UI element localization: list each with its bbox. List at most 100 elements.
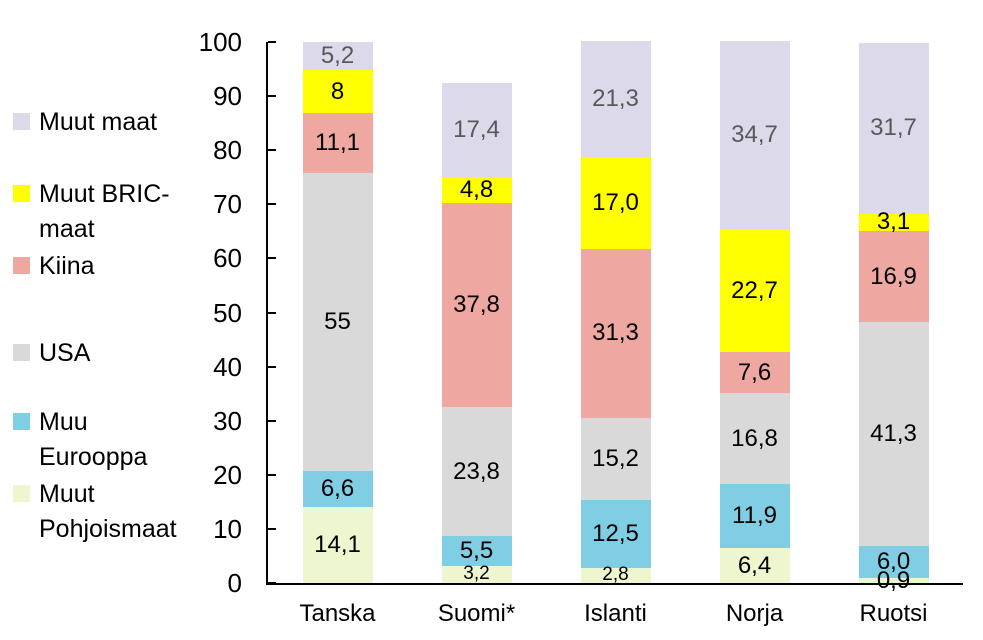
bar-segment-kiina xyxy=(580,248,651,418)
bar-segment-kiina xyxy=(441,202,512,408)
y-tick-mark xyxy=(268,311,276,314)
segment-value-label: 12,5 xyxy=(592,520,639,548)
y-tick-mark xyxy=(268,473,276,476)
y-tick-mark xyxy=(268,41,276,43)
bar-segment-kiina xyxy=(302,113,373,174)
segment-value-label: 22,7 xyxy=(731,276,778,304)
segment-value-label: 7,6 xyxy=(737,358,772,386)
segment-value-label: 55 xyxy=(324,308,351,336)
bar-segment-usa xyxy=(441,407,512,536)
y-tick-label: 50 xyxy=(213,297,242,328)
segment-value-label: 2,8 xyxy=(602,564,629,586)
bar-segment-muut-bric-maat xyxy=(302,70,373,114)
bar-segment-muut-bric-maat xyxy=(441,176,512,203)
y-tick-mark xyxy=(268,527,276,530)
segment-value-label: 17,4 xyxy=(453,115,500,143)
bar-segment-muu-eurooppa xyxy=(580,500,651,568)
bar-norja xyxy=(719,41,790,583)
bar-segment-kiina xyxy=(858,230,929,323)
legend-item-usa: USA xyxy=(13,336,181,371)
segment-value-label: 16,9 xyxy=(870,262,917,290)
x-axis-line xyxy=(266,583,963,585)
bar-segment-muu-eurooppa xyxy=(441,535,512,566)
bar-segment-muut-pohjoismaat xyxy=(580,567,651,583)
segment-value-label: 6,6 xyxy=(320,474,355,502)
y-tick-mark xyxy=(268,419,276,422)
segment-value-label: 15,2 xyxy=(592,445,639,473)
segment-value-label: 3,2 xyxy=(463,563,490,585)
bar-segment-muut-bric-maat xyxy=(858,214,929,231)
bar-segment-muut-bric-maat xyxy=(580,156,651,249)
y-tick-mark xyxy=(268,95,276,98)
legend-swatch-icon xyxy=(13,485,30,502)
segment-value-label: 41,3 xyxy=(870,419,917,447)
segment-value-label: 0,9 xyxy=(876,566,911,594)
y-tick-mark xyxy=(268,257,276,260)
legend-item-label: USA xyxy=(39,339,91,367)
segment-value-label: 37,8 xyxy=(453,290,500,318)
x-axis-category-label: Norja xyxy=(725,600,784,627)
y-tick-label: 80 xyxy=(213,135,242,166)
segment-value-label: 11,9 xyxy=(732,502,777,530)
legend-swatch-icon xyxy=(13,257,30,274)
segment-value-label: 3,1 xyxy=(876,208,911,236)
x-axis-category-label: Suomi* xyxy=(437,600,516,627)
bar-segment-muut-maat xyxy=(858,42,929,215)
bar-segment-muu-eurooppa xyxy=(302,471,373,507)
legend-swatch-icon xyxy=(13,344,30,361)
bar-segment-usa xyxy=(719,393,790,484)
legend-item-muut-bric-maat: Muut BRIC-maat xyxy=(13,177,181,247)
y-tick-label: 70 xyxy=(213,189,242,220)
segment-value-label: 6,4 xyxy=(737,551,772,579)
legend-swatch-icon xyxy=(13,113,30,130)
bar-tanska xyxy=(302,42,373,583)
segment-value-label: 5,5 xyxy=(459,536,494,564)
x-axis-category-label: Ruotsi xyxy=(859,600,928,627)
segment-value-label: 4,8 xyxy=(459,175,494,203)
legend-item-muu-eurooppa: Muu Eurooppa xyxy=(13,405,181,475)
bar-segment-muut-pohjoismaat xyxy=(858,578,929,583)
y-tick-mark xyxy=(268,365,276,368)
legend-item-kiina: Kiina xyxy=(13,249,181,284)
legend-item-label: Kiina xyxy=(39,252,95,280)
segment-value-label: 14,1 xyxy=(314,530,361,558)
y-axis-line xyxy=(266,42,268,583)
segment-value-label: 34,7 xyxy=(731,121,778,149)
bar-segment-muu-eurooppa xyxy=(858,545,929,579)
segment-value-label: 31,3 xyxy=(592,319,639,347)
bar-segment-muu-eurooppa xyxy=(719,484,790,549)
x-axis-category-label: Tanska xyxy=(299,600,376,627)
y-tick-mark xyxy=(268,149,276,152)
bar-segment-muut-maat xyxy=(719,41,790,230)
plot-area: 0 10 20 30 40 50 60 70 80 90 100 14,1 6,6 55 11,1 8 5,2 T… xyxy=(199,27,963,627)
bar-segment-muut-maat xyxy=(580,41,651,157)
y-tick-mark xyxy=(268,582,276,584)
bar-segment-usa xyxy=(302,173,373,472)
y-tick-label: 20 xyxy=(213,459,242,490)
legend-item-muut-maat: Muut maat xyxy=(13,105,181,140)
x-axis-category-label: Islanti xyxy=(584,600,647,627)
legend-item-label: Muut maat xyxy=(39,108,158,136)
y-tick-label: 100 xyxy=(198,27,242,57)
y-tick-mark xyxy=(268,203,276,206)
segment-value-label: 21,3 xyxy=(592,85,639,113)
legend-item-label: Muut Pohjoismaat xyxy=(39,480,177,543)
y-tick-label: 10 xyxy=(213,513,242,544)
segment-value-label: 5,2 xyxy=(320,42,355,70)
legend-swatch-icon xyxy=(13,185,30,202)
bar-segment-kiina xyxy=(719,352,790,394)
bar-segment-muut-pohjoismaat xyxy=(719,548,790,583)
bar-segment-muut-maat xyxy=(302,42,373,71)
segment-value-label: 16,8 xyxy=(731,424,778,452)
legend-item-label: Muu Eurooppa xyxy=(39,408,148,471)
bar-segment-muut-pohjoismaat xyxy=(441,565,512,583)
y-tick-label: 40 xyxy=(213,351,242,382)
bar-suomi xyxy=(441,42,512,583)
y-tick-label: 0 xyxy=(227,568,242,598)
bar-islanti xyxy=(580,41,651,583)
bar-segment-muut-bric-maat xyxy=(719,229,790,352)
segment-value-label: 6,0 xyxy=(876,547,911,575)
segment-value-label: 31,7 xyxy=(870,114,917,142)
y-tick-label: 60 xyxy=(213,243,242,274)
